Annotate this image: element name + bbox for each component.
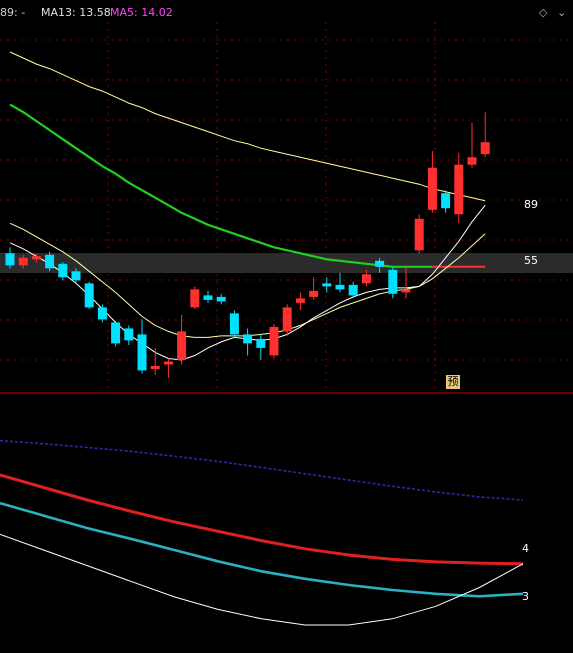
indicator-cyan-line (0, 501, 524, 598)
candle-body (31, 256, 41, 260)
indicator-label-4: 4 (522, 542, 529, 555)
candle-body (480, 142, 490, 155)
candle-body (361, 274, 371, 284)
indicator-label-3: 3 (522, 590, 529, 603)
chevron-down-icon[interactable]: ⌄ (557, 6, 567, 19)
candle-body (282, 307, 292, 332)
candle-body (216, 296, 226, 302)
candle-body (45, 254, 55, 269)
pre-tag: 预 (446, 375, 460, 389)
ma55-right-label: 55 (524, 254, 538, 267)
ma89-legend: 89: - (0, 6, 26, 19)
candle-body (295, 298, 305, 303)
candle-body (124, 328, 134, 341)
candle-body (269, 326, 279, 356)
candle-body (5, 253, 15, 266)
ma13-legend: MA13: 13.58 (41, 6, 111, 19)
ma55-line (9, 103, 433, 268)
candle-body (71, 271, 81, 281)
candle-body (177, 331, 187, 360)
candle-body (97, 307, 107, 320)
candle-body (401, 289, 411, 293)
candle-body (348, 284, 358, 296)
candle-body (388, 269, 398, 294)
indicator-blue-line (0, 439, 524, 501)
candle-body (229, 313, 239, 335)
candle-body (427, 167, 437, 210)
candle-body (441, 193, 451, 209)
candle-body (454, 164, 464, 215)
candle-body (150, 366, 160, 369)
candle-body (190, 289, 200, 308)
candle-body (58, 263, 68, 278)
candle-body (111, 322, 121, 344)
candle-body (375, 260, 385, 267)
candle-body (137, 334, 147, 371)
candle-body (467, 157, 477, 165)
candle-body (84, 283, 94, 308)
candle-body (203, 295, 213, 300)
candle-body (163, 361, 173, 365)
candle-body (414, 218, 424, 251)
ma89-right-label: 89 (524, 198, 538, 211)
diamond-icon[interactable]: ◇ (539, 6, 548, 19)
ma89-line (9, 51, 486, 202)
candle-body (243, 334, 253, 344)
candle-body (322, 283, 332, 287)
candle-body (335, 284, 345, 290)
ma55-highlight-band (0, 253, 573, 273)
candle-body (18, 257, 28, 266)
ma5-legend: MA5: 14.02 (110, 6, 173, 19)
candle-body (256, 338, 266, 348)
candle-body (309, 290, 319, 297)
indicator-white-line (0, 533, 524, 626)
indicator-red-line (0, 473, 524, 566)
